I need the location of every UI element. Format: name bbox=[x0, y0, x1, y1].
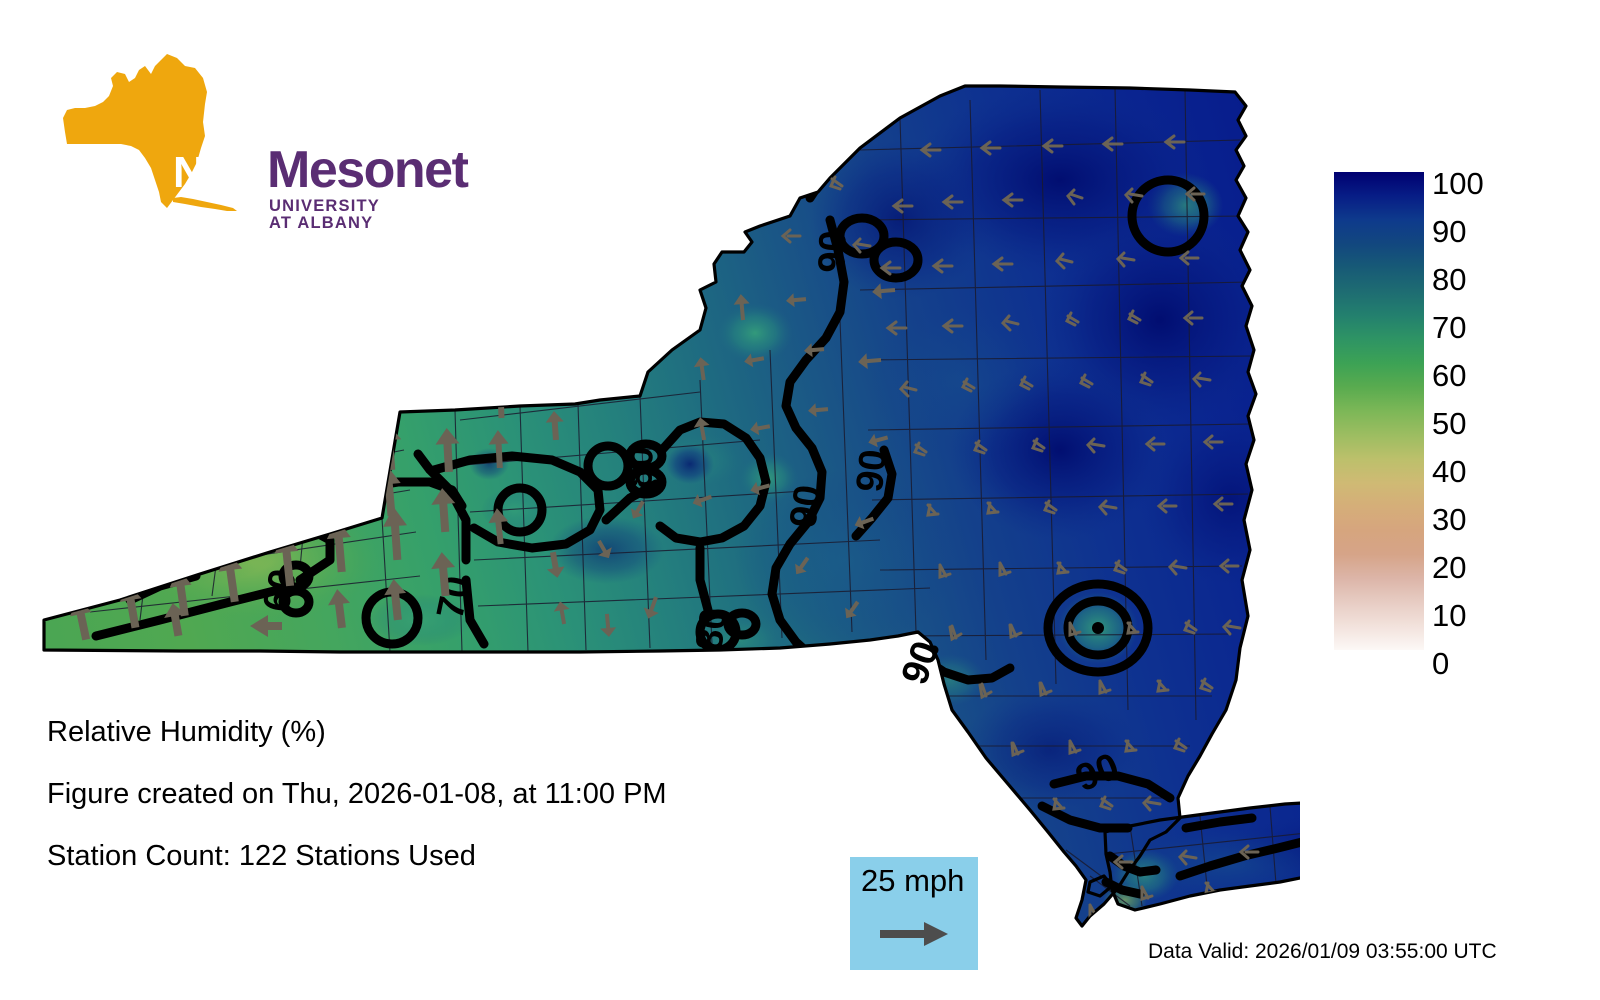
contour-label-60: 60 bbox=[255, 565, 305, 615]
caption-created: Figure created on Thu, 2026-01-08, at 11… bbox=[47, 778, 667, 810]
wind-reference-arrow-icon bbox=[880, 922, 948, 946]
state-outline bbox=[42, 84, 1300, 928]
wind-arrow bbox=[780, 134, 1260, 920]
logo-nys-text: NYS bbox=[173, 148, 261, 197]
nys-mesonet-logo: NYS Mesonet UNIVERSITY AT ALBANY bbox=[55, 52, 469, 231]
colorbar-tick-60: 60 bbox=[1432, 358, 1467, 393]
logo-mesonet-text: Mesonet bbox=[267, 141, 469, 199]
colorbar-tick-90: 90 bbox=[1432, 214, 1467, 249]
figure-captions: Relative Humidity (%) Figure created on … bbox=[47, 718, 847, 904]
colorbar-tick-10: 10 bbox=[1432, 598, 1467, 633]
wind-arrow bbox=[488, 283, 896, 637]
caption-station-count: Station Count: 122 Stations Used bbox=[47, 840, 476, 872]
map-canvas[interactable]: 60 70 80 80 90 90 90 90 90 bbox=[0, 20, 1300, 960]
relative-humidity-map[interactable]: 60 70 80 80 90 90 90 90 90 bbox=[0, 20, 1300, 960]
wind-legend-label: 25 mph bbox=[861, 863, 965, 898]
contour-label-90: 90 bbox=[849, 448, 895, 494]
data-valid-timestamp: Data Valid: 2026/01/09 03:55:00 UTC bbox=[1148, 940, 1497, 963]
colorbar-tick-20: 20 bbox=[1432, 550, 1467, 585]
contour-label-90: 90 bbox=[811, 230, 854, 274]
colorbar-tick-30: 30 bbox=[1432, 502, 1467, 537]
colorbar-tick-100: 100 bbox=[1432, 166, 1484, 201]
colorbar-tick-0: 0 bbox=[1432, 646, 1450, 681]
new-york-state-outline-icon bbox=[63, 54, 237, 211]
contour-label-80: 80 bbox=[618, 446, 661, 490]
colorbar-tick-40: 40 bbox=[1432, 454, 1467, 489]
contour-label-80: 80 bbox=[688, 605, 735, 653]
contour-label-90: 90 bbox=[782, 482, 829, 530]
colorbar-tick-50: 50 bbox=[1432, 406, 1467, 441]
contour-label-70: 70 bbox=[429, 572, 479, 622]
logo-university-text: UNIVERSITY AT ALBANY bbox=[269, 197, 380, 232]
colorbar-tick-70: 70 bbox=[1432, 310, 1467, 345]
colorbar-tick-labels: 100 90 80 70 60 50 40 30 20 10 0 bbox=[1432, 160, 1542, 679]
caption-variable: Relative Humidity (%) bbox=[47, 716, 326, 748]
colorbar-gradient bbox=[1334, 172, 1424, 650]
colorbar bbox=[1334, 172, 1424, 650]
colorbar-tick-80: 80 bbox=[1432, 262, 1467, 297]
wind-scale-legend: 25 mph bbox=[850, 857, 978, 970]
